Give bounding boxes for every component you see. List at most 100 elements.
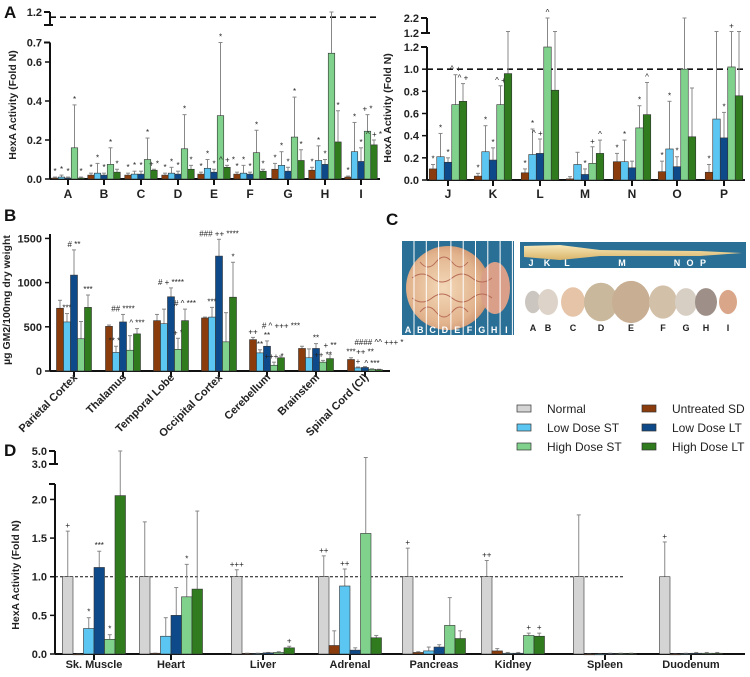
bar-low-dose-st — [680, 653, 692, 655]
bar-normal — [573, 576, 585, 655]
y-tick-label: 1000 — [18, 278, 42, 290]
bar-group-adrenal: ++ ++ Adrenal — [318, 457, 382, 671]
bar-low-dose-lt — [535, 153, 545, 181]
bar-untreated-sd — [161, 174, 169, 180]
bar-high-dose-st — [174, 349, 182, 372]
slice-label: D — [598, 323, 605, 333]
significance-annotation: * — [255, 120, 258, 129]
brain-slice-image — [584, 282, 618, 322]
x-category-label: D — [174, 187, 183, 201]
significance-annotation: * — [446, 148, 449, 157]
x-category-label: Adrenal — [330, 659, 371, 671]
significance-annotation: * — [707, 154, 710, 163]
bar-low-dose-lt — [580, 174, 590, 181]
brain-section-label: A — [405, 325, 412, 335]
bar-low-dose-lt — [70, 274, 78, 372]
bar-low-dose-st — [436, 156, 445, 181]
bar-normal — [231, 576, 243, 655]
significance-annotation: ^ + — [458, 74, 469, 83]
brain-section-label: H — [491, 325, 498, 335]
brain-section-label: D — [442, 325, 449, 335]
significance-annotation: * — [242, 155, 245, 164]
significance-annotation: * — [273, 153, 276, 162]
bar-low-dose-st — [339, 585, 351, 655]
bar-high-dose-lt — [277, 357, 285, 372]
significance-annotation: ^ — [546, 8, 550, 17]
chart-D: 0.0 0.5 1.0 1.5 2.0 3.05.0 HexA Activity (Fold… — [10, 446, 745, 671]
bar-group-p: * * + P — [704, 22, 744, 201]
bar-low-dose-lt — [312, 348, 320, 372]
bar-low-dose-st — [594, 653, 606, 656]
significance-annotation: * — [96, 153, 99, 162]
significance-annotation: * — [293, 87, 296, 96]
chart-A_spinal: 0.0 0.2 0.4 0.6 0.8 1.0 1.2 1.2 2.2 HexA Activity… — [382, 8, 745, 201]
spinal-section-label: O — [686, 258, 693, 268]
x-category-label: M — [580, 187, 590, 201]
significance-annotation: * — [79, 167, 82, 176]
bar-high-dose-lt — [642, 114, 652, 181]
significance-annotation: + — [287, 636, 292, 645]
brain-slice-image — [695, 288, 717, 316]
bar-high-dose-st — [496, 104, 505, 181]
significance-annotation: * — [231, 252, 234, 261]
significance-annotation: ^ — [645, 72, 649, 81]
y-tick-label: 1.2 — [404, 42, 419, 54]
bar-group-pancreas: + Pancreas — [402, 538, 466, 671]
bar-high-dose-st — [360, 533, 372, 655]
bar-high-dose-st — [126, 349, 134, 372]
bar-low-dose-lt — [284, 170, 292, 180]
significance-annotation: ^ + * — [532, 129, 548, 138]
bar-low-dose-lt — [604, 653, 616, 655]
y-tick-label: 0.6 — [27, 57, 42, 69]
spinal-section-label: N — [674, 258, 681, 268]
bar-high-dose-st — [319, 361, 327, 372]
significance-annotation: * — [722, 102, 725, 111]
significance-annotation: * — [336, 101, 339, 110]
slice-label: I — [727, 323, 730, 333]
bar-untreated-sd — [669, 653, 681, 656]
significance-annotation: # ^ *** — [174, 299, 196, 308]
bar-high-dose-lt — [223, 167, 231, 180]
significance-annotation: * — [108, 625, 111, 634]
bar-high-dose-lt — [711, 652, 723, 655]
bar-untreated-sd — [657, 171, 667, 181]
bar-low-dose-st — [93, 172, 102, 180]
significance-annotation: + — [662, 532, 667, 541]
bar-high-dose-lt — [191, 588, 203, 655]
significance-annotation: ** ** — [109, 336, 124, 345]
significance-annotation: * — [183, 105, 186, 114]
y-tick-label: 2.2 — [404, 13, 419, 25]
significance-annotation: ++ — [340, 559, 350, 568]
significance-annotation: * — [484, 116, 487, 125]
legend-swatch — [641, 404, 657, 413]
y-tick-label: 1500 — [18, 233, 42, 245]
bar-high-dose-st — [216, 115, 225, 180]
brain-slice-image — [675, 288, 697, 316]
y-axis-title: µg GM2/100mg dry weight — [1, 235, 13, 365]
significance-annotation: + * — [362, 105, 372, 114]
bar-low-dose-lt — [627, 167, 637, 181]
x-category-label: E — [210, 187, 218, 201]
legend-swatch — [516, 442, 532, 451]
y-tick-label: 1.0 — [32, 572, 47, 584]
x-category-label: Heart — [157, 659, 185, 671]
significance-annotation: ^ + * — [219, 155, 235, 164]
bar-untreated-sd — [344, 176, 352, 180]
significance-annotation: *** — [346, 348, 355, 357]
legend-item-untreated-sd: Untreated SD — [641, 402, 745, 416]
significance-annotation: * — [638, 96, 641, 105]
bar-group-i: * * * + * ^ + * I — [344, 105, 382, 201]
bar-low-dose-lt — [64, 177, 72, 180]
x-category-label: Sk. Muscle — [66, 659, 123, 671]
spinal-section-label: J — [528, 258, 533, 268]
bar-low-dose-st — [256, 352, 264, 372]
legend-label: High Dose ST — [547, 440, 622, 454]
bar-low-dose-lt — [443, 161, 453, 181]
significance-annotation: + — [405, 538, 410, 547]
bar-high-dose-lt — [595, 153, 605, 181]
significance-annotation: # ^ +++ *** — [262, 321, 300, 330]
bar-untreated-sd — [124, 174, 132, 180]
bar-group-e: ****^ + *E — [197, 33, 235, 201]
y-tick-label: 1.2 — [27, 7, 42, 19]
spinal-section-label: P — [700, 258, 706, 268]
